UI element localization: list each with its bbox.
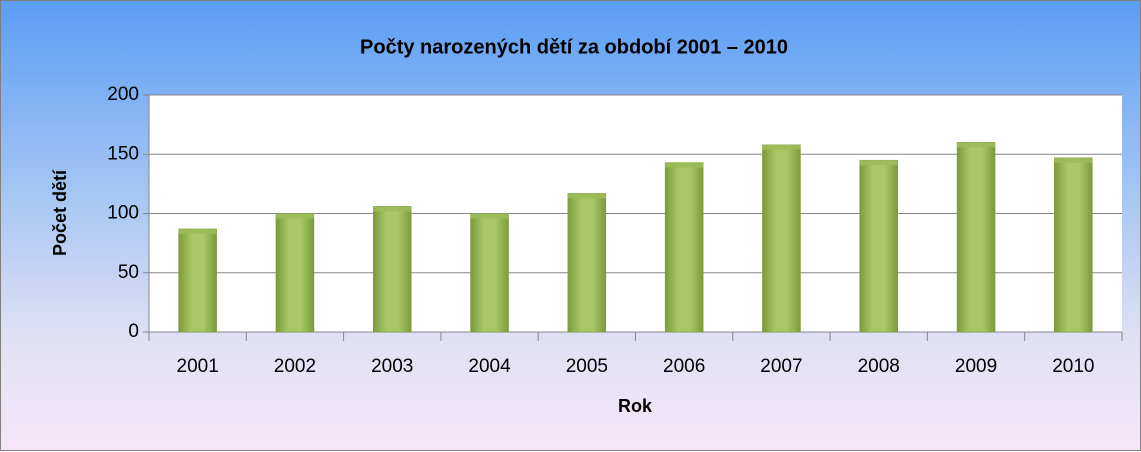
x-tick-label: 2001 <box>177 356 219 377</box>
x-tick-label: 2007 <box>760 356 802 377</box>
y-tick-label: 0 <box>128 321 139 342</box>
bar-cap <box>275 213 314 219</box>
bar <box>664 162 704 333</box>
x-tick-label: 2006 <box>663 356 705 377</box>
bar <box>1054 157 1093 333</box>
bar-cap <box>957 142 996 148</box>
bar-cap <box>178 228 217 234</box>
bar-cap <box>859 160 898 166</box>
bar <box>470 213 509 333</box>
bar <box>956 142 996 333</box>
y-tick-label: 200 <box>107 84 139 105</box>
y-axis-label: Počet dětí <box>50 169 70 256</box>
y-tick-label: 100 <box>107 203 139 224</box>
bar-cap <box>665 162 704 168</box>
bar-cap <box>762 144 801 150</box>
bar <box>178 228 217 333</box>
x-tick-label: 2010 <box>1052 356 1094 377</box>
bar <box>762 144 801 333</box>
x-tick-label: 2008 <box>858 356 900 377</box>
x-tick-label: 2005 <box>566 356 608 377</box>
bar <box>373 206 412 333</box>
bar <box>567 193 607 333</box>
x-tick-label: 2003 <box>371 356 413 377</box>
bar-cap <box>470 213 509 219</box>
bar <box>275 213 315 333</box>
bar <box>859 159 898 333</box>
y-tick-label: 50 <box>118 262 139 283</box>
bar-cap <box>373 206 412 212</box>
y-tick-label: 150 <box>107 143 139 164</box>
bar-cap <box>567 193 606 199</box>
chart-title: Počty narozených dětí za období 2001 – 2… <box>360 36 788 58</box>
x-tick-label: 2004 <box>468 356 511 377</box>
x-tick-label: 2002 <box>274 356 316 377</box>
x-axis-label: Rok <box>618 396 653 416</box>
bar-cap <box>1054 157 1093 163</box>
x-tick-label: 2009 <box>955 356 997 377</box>
